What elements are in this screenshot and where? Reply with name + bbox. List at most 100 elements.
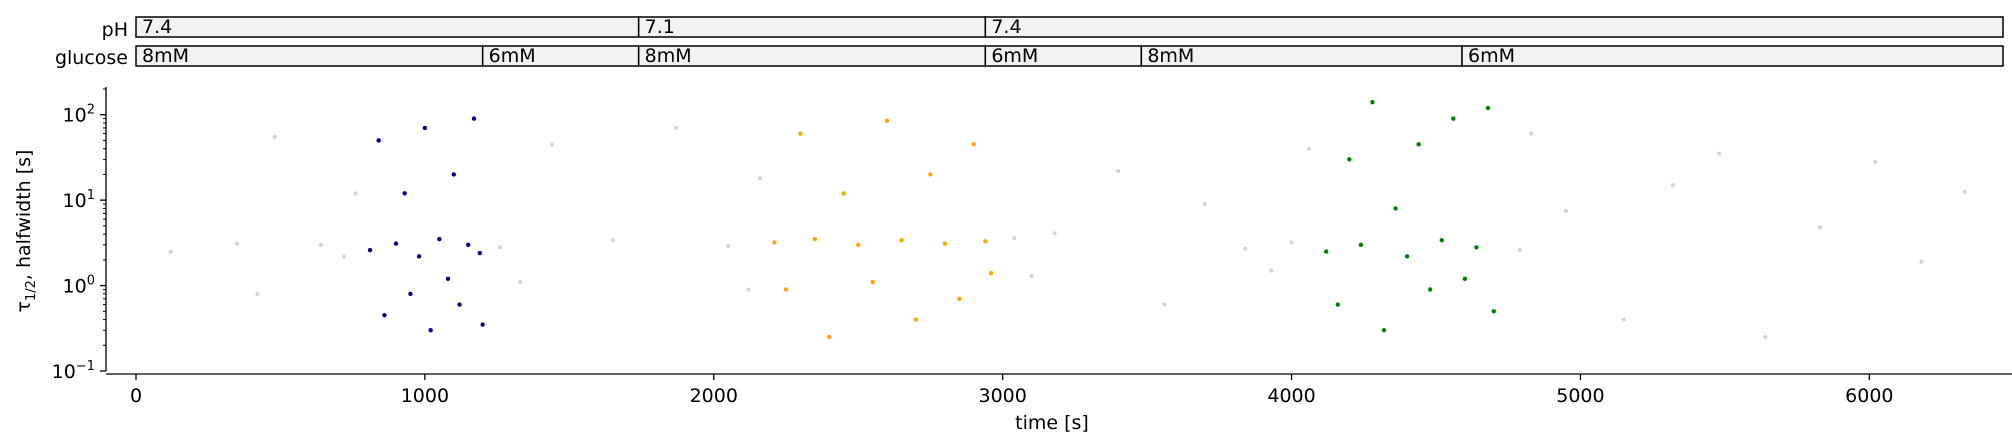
x-tick-label-4: 4000 (1267, 385, 1315, 407)
condition-segment-0-0 (135, 16, 640, 38)
condition-segment-label-1-0: 8mM (142, 45, 189, 67)
series-1-point-2 (798, 131, 803, 136)
series-1-point-7 (870, 279, 875, 285)
series-1-point-3 (812, 236, 818, 242)
series-2-point-2 (1347, 157, 1352, 162)
y-axis-label: τ1/2, halfwidth [s] (13, 150, 39, 313)
y-axis-label-suffix: , halfwidth [s] (13, 150, 35, 281)
series-2-point-5 (1381, 328, 1387, 333)
y-tick-exponent-3: 2 (87, 103, 95, 118)
condition-segment-label-1-1: 6mM (489, 45, 536, 67)
y-tick-label-0: 10−1 (52, 359, 95, 383)
series-1-point-14 (971, 142, 976, 147)
series-1-point-16 (988, 270, 994, 276)
series-0-point-10 (445, 276, 451, 282)
background-point-14 (758, 176, 762, 181)
condition-segment-1-5 (1461, 45, 2004, 67)
x-tick-label-1: 1000 (401, 385, 449, 407)
series-0-point-4 (402, 191, 407, 196)
condition-segment-0-2 (984, 16, 2004, 38)
x-tick-label-3: 3000 (978, 385, 1026, 407)
row-label-glucose: glucose (55, 47, 128, 69)
y-tick-exponent-2: 1 (87, 188, 95, 203)
background-point-32 (1818, 225, 1823, 230)
condition-segment-label-0-0: 7.4 (142, 16, 172, 38)
row-label-ph: pH (102, 19, 128, 41)
series-2-point-11 (1451, 116, 1456, 121)
series-1-point-15 (983, 239, 988, 244)
x-ticks: 0 1000 2000 3000 4000 5000 6000 (130, 374, 1894, 407)
series-1-point-8 (884, 118, 890, 123)
y-tick-label-1: 100 (63, 274, 95, 298)
background-point-8 (518, 280, 523, 285)
background-point-21 (1243, 246, 1248, 251)
background-point-4 (318, 242, 323, 247)
y-tick-exponent-0: −1 (76, 359, 95, 374)
background-point-19 (1162, 302, 1167, 307)
background-point-35 (1962, 189, 1967, 194)
series-2-point-4 (1370, 100, 1375, 105)
background-point-25 (1517, 248, 1522, 253)
series-1-point-12 (942, 241, 948, 246)
y-axis-label-main: τ (13, 301, 35, 312)
background-point-27 (1564, 208, 1568, 213)
background-point-15 (1012, 236, 1017, 241)
series-1-point-0 (772, 240, 777, 245)
series-2-point-1 (1335, 302, 1340, 307)
background-point-3 (272, 134, 277, 139)
x-tick-label-6: 6000 (1845, 385, 1893, 407)
series-0-point-2 (382, 312, 387, 318)
background-point-34 (1919, 259, 1924, 264)
background-point-13 (746, 287, 751, 292)
series-0-point-1 (376, 138, 381, 143)
x-axis-label: time [s] (1015, 412, 1089, 434)
series-2-point-15 (1491, 309, 1496, 314)
background-point-28 (1621, 317, 1626, 322)
background-point-17 (1052, 231, 1057, 236)
series-0-point-11 (451, 172, 456, 177)
background-point-7 (498, 245, 502, 250)
series-0-point-5 (408, 291, 413, 297)
series-2-point-10 (1439, 237, 1444, 243)
condition-segment-label-1-3: 6mM (991, 45, 1038, 67)
condition-segment-0-1 (637, 16, 987, 38)
x-tick-label-2: 2000 (690, 385, 738, 407)
series-2-point-13 (1474, 245, 1479, 250)
series-2-point-0 (1324, 249, 1329, 254)
background-point-5 (342, 254, 346, 259)
series-0-point-8 (428, 328, 433, 333)
background-point-1 (235, 241, 240, 246)
background-point-31 (1763, 335, 1768, 340)
series-1-point-13 (957, 296, 962, 302)
series-2-point-14 (1485, 105, 1491, 111)
y-tick-base-1: 10 (63, 276, 87, 298)
background-point-12 (726, 244, 731, 249)
background-point-11 (674, 125, 679, 130)
y-tick-base-0: 10 (52, 361, 76, 383)
series-0-point-9 (437, 236, 442, 242)
series-0-point-0 (367, 247, 373, 253)
background-point-33 (1873, 159, 1878, 164)
series-0-point-16 (480, 322, 485, 327)
background-point-2 (255, 291, 260, 296)
series-2-point-12 (1462, 276, 1468, 282)
condition-segment-label-0-1: 7.1 (645, 16, 675, 38)
x-tick-label-5: 5000 (1556, 385, 1604, 407)
background-points (168, 125, 1967, 340)
series-1-point-5 (841, 191, 846, 196)
y-tick-base-2: 10 (63, 190, 87, 212)
x-tick-label-0: 0 (130, 385, 142, 407)
series-0-point-12 (457, 302, 462, 307)
condition-segment-label-0-2: 7.4 (991, 16, 1021, 38)
scatter-plot: 0 1000 2000 3000 4000 5000 6000 10−1100101102 … (13, 87, 2012, 434)
y-tick-label-3: 102 (63, 103, 95, 127)
background-point-18 (1116, 168, 1121, 173)
series-0-point-14 (471, 116, 477, 121)
condition-segment-label-1-5: 6mM (1468, 45, 1515, 67)
condition-segment-label-1-2: 8mM (645, 45, 692, 67)
series-0-point-6 (416, 254, 422, 259)
series-0-point-13 (466, 242, 471, 248)
background-point-0 (168, 249, 173, 254)
